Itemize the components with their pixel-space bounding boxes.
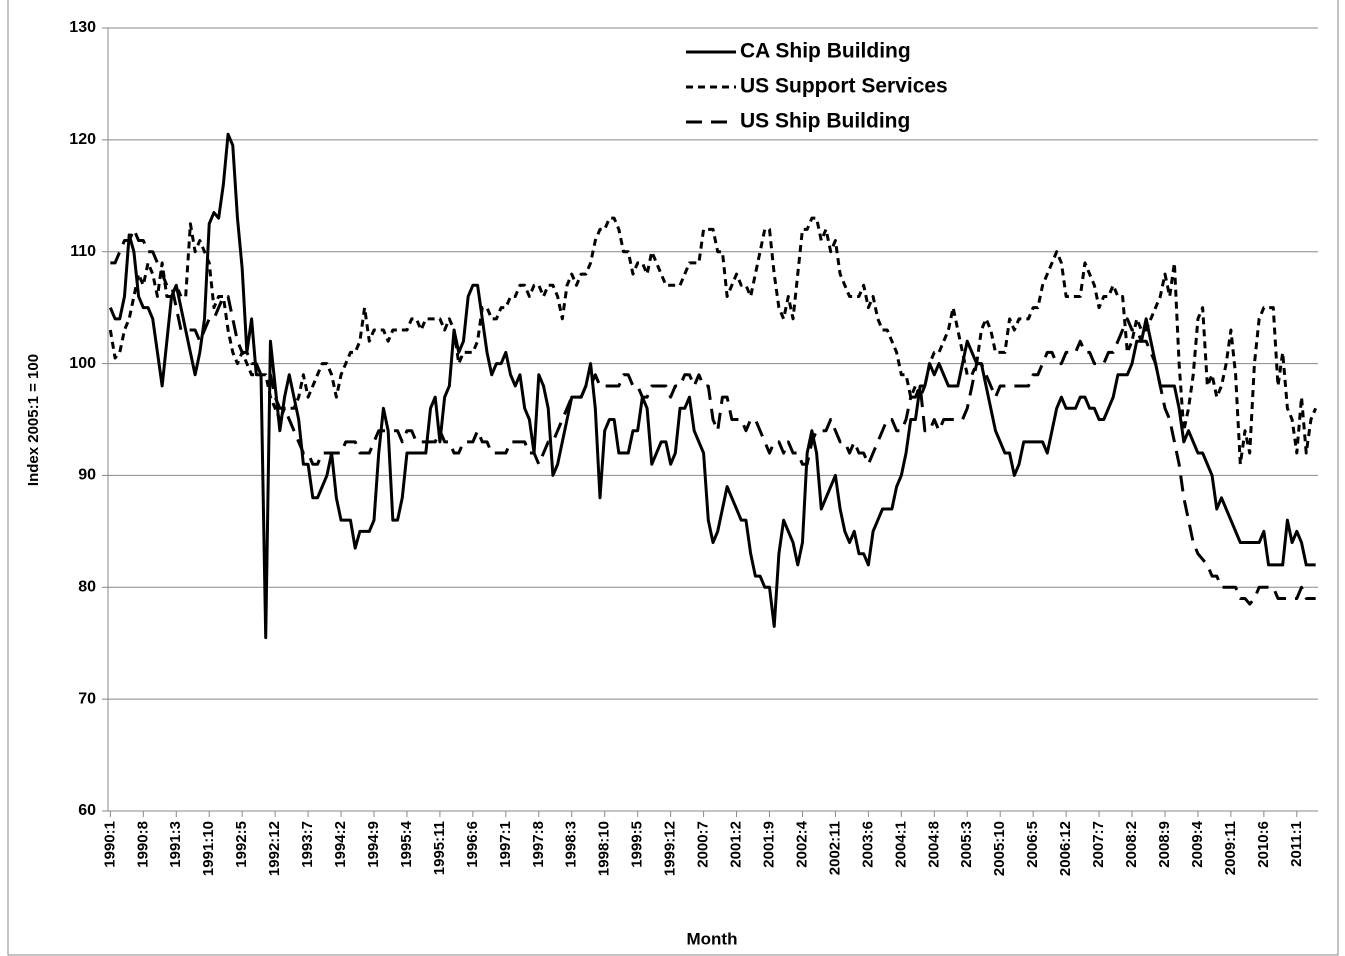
x-tick-label: 1997:8 — [530, 821, 547, 868]
series-line — [110, 227, 1316, 606]
x-tick-label: 1998:10 — [596, 821, 613, 876]
x-tick-label: 1994:9 — [365, 821, 382, 868]
x-tick-label: 1998:3 — [563, 821, 580, 868]
y-tick-label: 120 — [69, 131, 96, 148]
x-tick-label: 2007:7 — [1090, 821, 1107, 868]
y-tick-label: 130 — [69, 19, 96, 36]
x-tick-label: 2002:11 — [826, 821, 843, 875]
x-tick-label: 1990:8 — [134, 821, 151, 868]
chart-border — [7, 0, 1339, 956]
x-tick-label: 2006:12 — [1057, 821, 1074, 876]
y-tick-label: 70 — [78, 690, 96, 707]
x-tick-label: 1991:10 — [200, 821, 217, 876]
y-tick-label: 100 — [69, 355, 96, 372]
y-tick-label: 90 — [78, 467, 96, 484]
series-line — [108, 216, 1318, 466]
x-tick-label: 1997:1 — [497, 821, 514, 868]
x-tick-label: 2003:6 — [859, 821, 876, 868]
x-tick-label: 2004:1 — [892, 821, 909, 868]
x-tick-label: 1995:11 — [431, 821, 448, 875]
series-line — [108, 132, 1316, 640]
x-tick-label: 1995:4 — [398, 820, 415, 867]
x-tick-label: 2005:10 — [991, 821, 1008, 876]
x-tick-label: 2002:4 — [793, 820, 810, 867]
x-tick-label: 1992:12 — [266, 821, 283, 876]
x-tick-label: 2010:6 — [1255, 821, 1272, 868]
y-tick-label: 60 — [78, 802, 96, 819]
legend-label: US Ship Building — [740, 110, 910, 133]
y-tick-label: 80 — [78, 579, 96, 596]
x-tick-label: 2004:8 — [925, 821, 942, 868]
x-tick-label: 2005:3 — [958, 821, 975, 868]
x-tick-label: 2009:4 — [1189, 820, 1206, 867]
x-axis-label: Month — [687, 929, 738, 948]
y-axis-label: Index 2005:1 = 100 — [25, 354, 42, 486]
x-tick-label: 1992:5 — [233, 821, 250, 868]
legend-label: US Support Services — [740, 75, 948, 98]
y-tick-label: 110 — [70, 243, 96, 260]
x-tick-label: 2008:2 — [1123, 821, 1140, 868]
x-tick-label: 1996:6 — [464, 821, 481, 868]
x-tick-label: 2008:9 — [1156, 821, 1173, 868]
x-tick-label: 1994:2 — [332, 821, 349, 868]
x-tick-label: 1993:7 — [299, 821, 316, 868]
x-tick-label: 1990:1 — [101, 821, 118, 868]
x-tick-label: 2001:9 — [760, 821, 777, 868]
legend-label: CA Ship Building — [740, 40, 911, 63]
x-tick-label: 1999:12 — [662, 821, 679, 876]
x-tick-label: 1999:5 — [629, 821, 646, 868]
x-tick-label: 2011:1 — [1288, 821, 1305, 867]
x-tick-label: 2000:7 — [695, 821, 712, 868]
x-tick-label: 2009:11 — [1222, 821, 1239, 875]
x-tick-label: 2001:2 — [728, 821, 745, 868]
x-tick-label: 1991:3 — [167, 821, 184, 868]
x-tick-label: 2006:5 — [1024, 821, 1041, 868]
